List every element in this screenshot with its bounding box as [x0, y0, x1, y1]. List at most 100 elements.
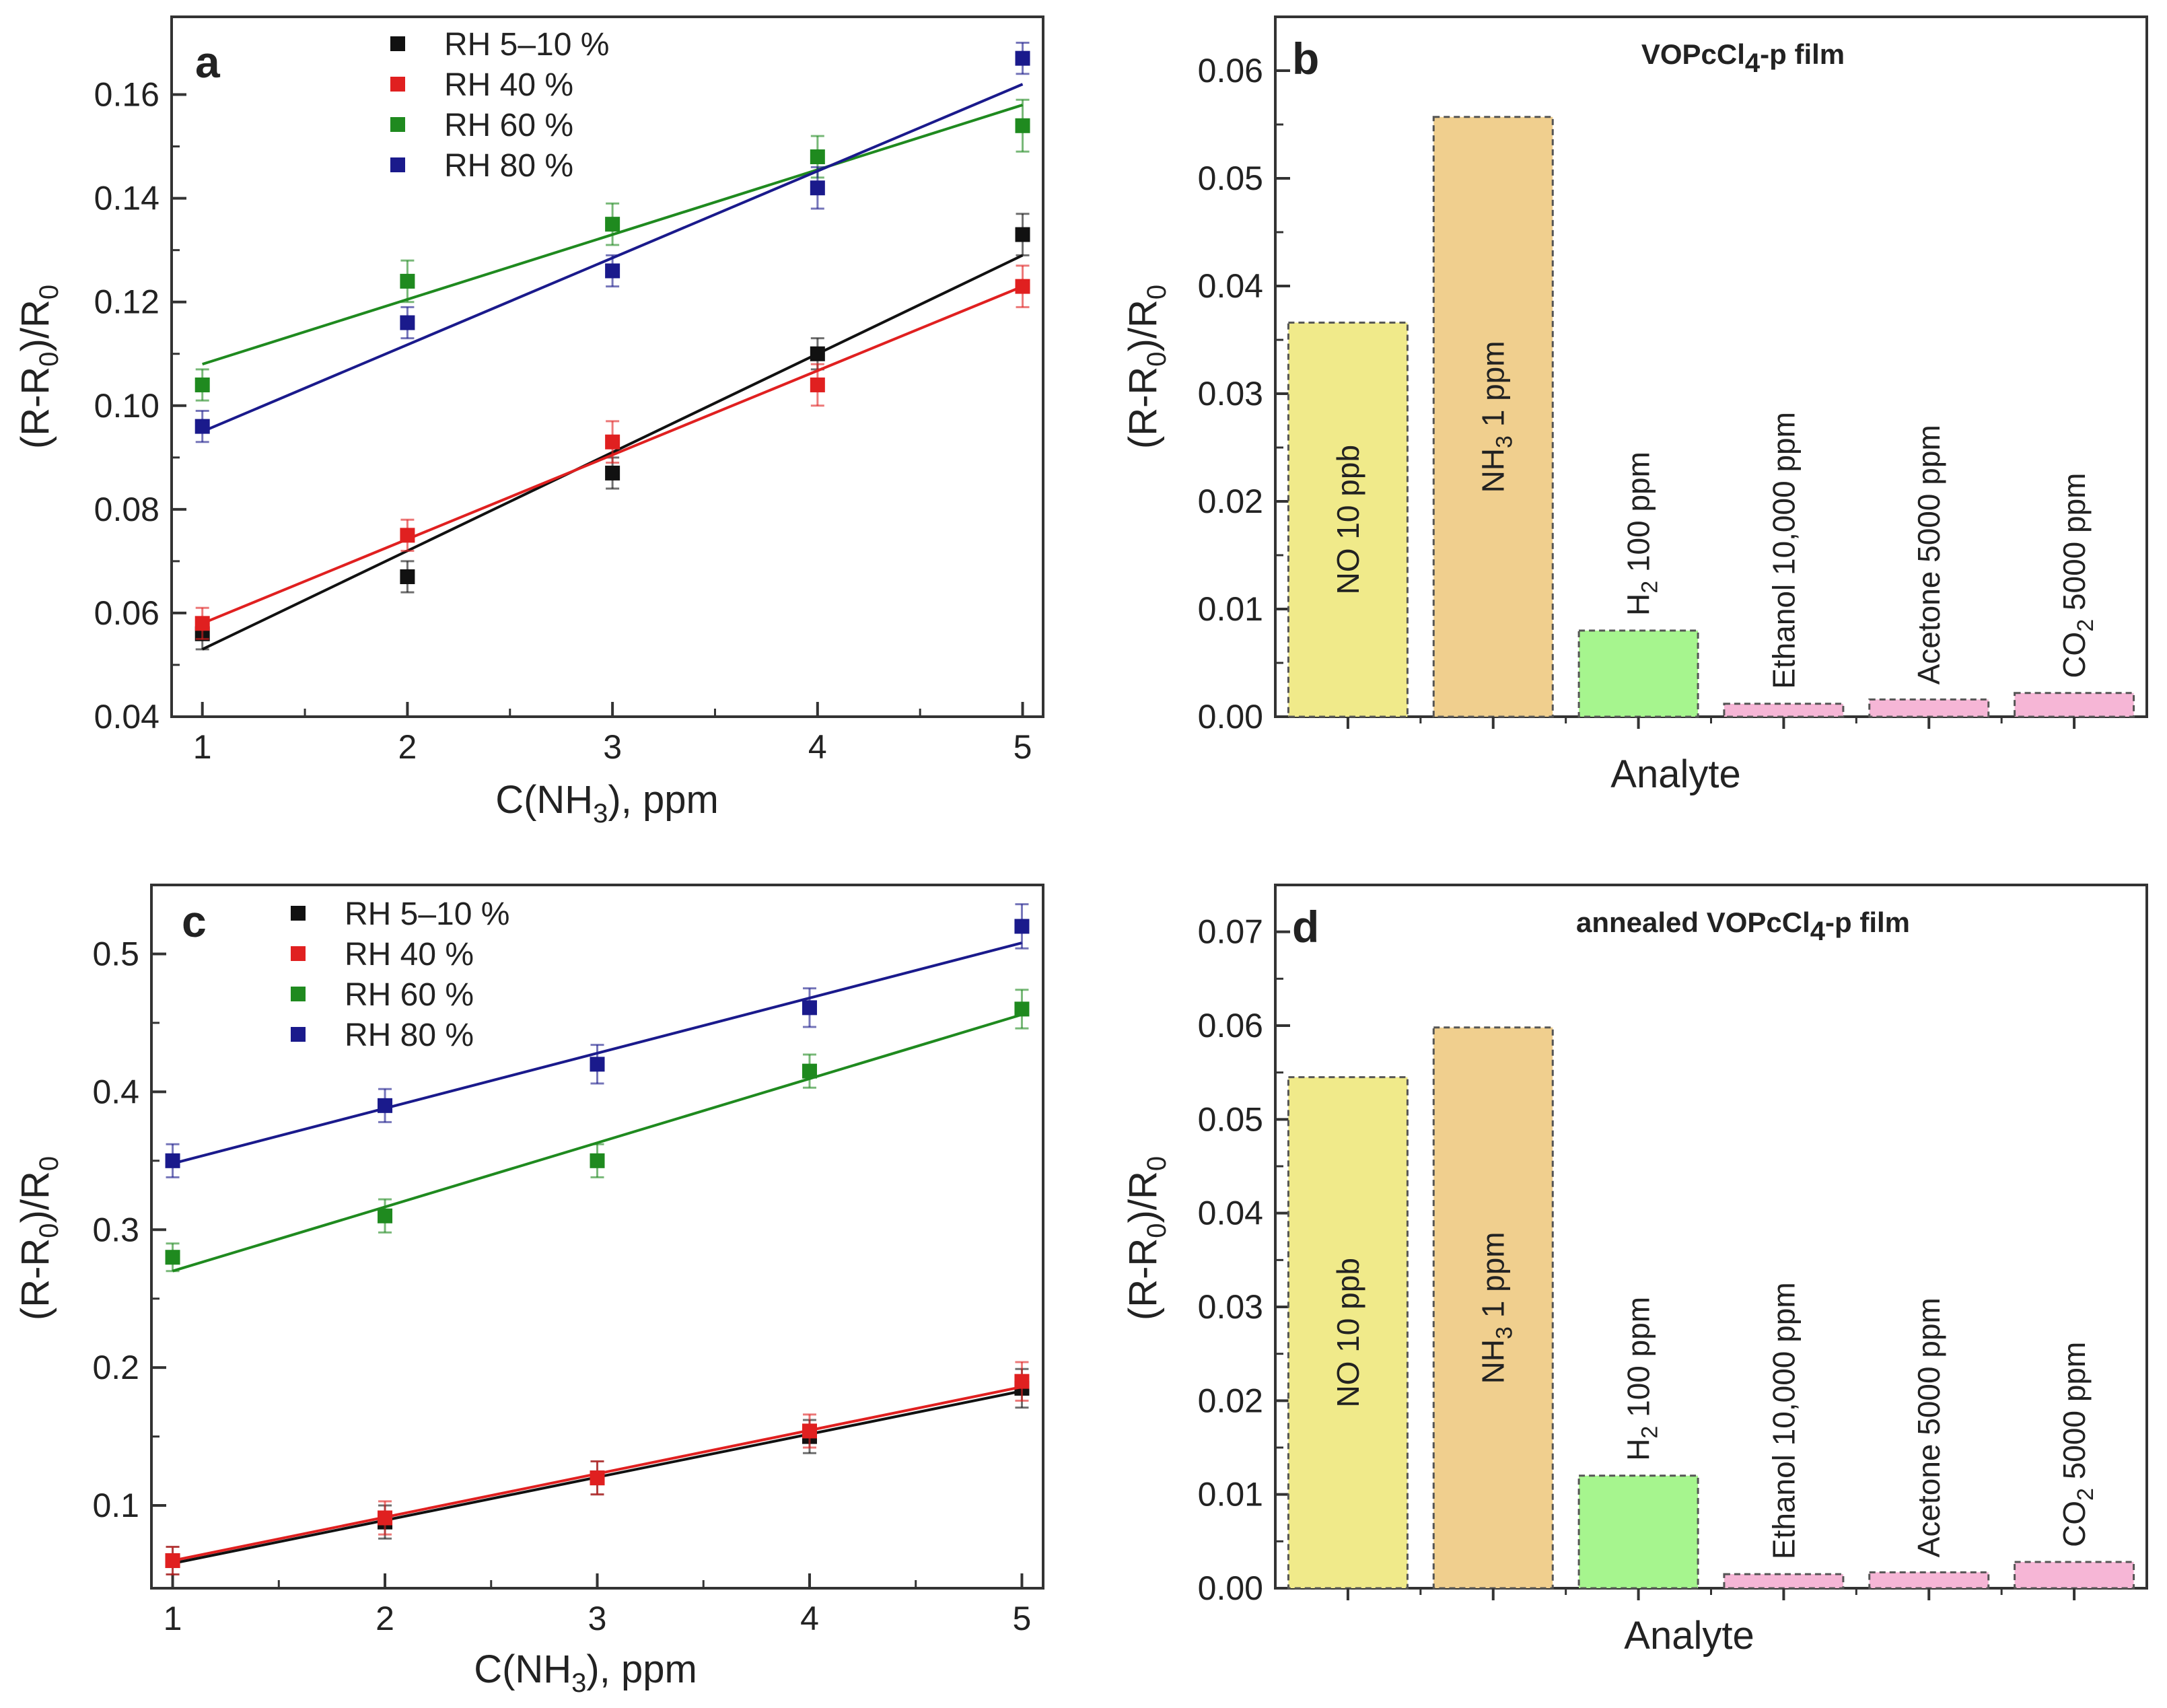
panel-label-a: a — [195, 37, 221, 87]
y-tick-label-c-2: 0.3 — [92, 1211, 139, 1248]
legend-label-a-rh-60: RH 60 % — [444, 108, 573, 143]
y-ticks-a: 0.04 0.06 0.08 0.10 0.12 0.14 0.16 — [94, 76, 186, 736]
panel-d: 0.00 0.01 0.02 0.03 0.04 0.05 0.06 0.07 NO 10 p… — [1121, 884, 2148, 1658]
legend-marker-a-rh-40 — [390, 77, 405, 92]
data-point-a-rh-80-0 — [194, 419, 210, 434]
y-tick-label-b-5: 0.05 — [1198, 159, 1263, 197]
y-tick-label-d-7: 0.07 — [1198, 913, 1263, 951]
y-tick-label-d-3: 0.03 — [1198, 1288, 1263, 1326]
legend-marker-c-rh-60 — [291, 987, 306, 1001]
y-ticks-b: 0.00 0.01 0.02 0.03 0.04 0.05 0.06 — [1198, 52, 1290, 736]
data-point-c-rh-60-2 — [590, 1153, 605, 1168]
x-ticks-c: 1 2 3 4 5 — [164, 1573, 1031, 1637]
bar-label-b-co2-5000-ppm: CO2 5000 ppm — [2057, 472, 2098, 678]
data-point-a-rh-40-3 — [810, 377, 825, 392]
legend-marker-c-rh-80 — [291, 1027, 306, 1042]
data-point-c-rh-40-1 — [378, 1510, 393, 1526]
data-point-a-rh-40-0 — [194, 616, 210, 631]
bar-label-d-co2-5000-ppm: CO2 5000 ppm — [2057, 1342, 2098, 1547]
x-tick-label-a-4: 5 — [1014, 728, 1032, 766]
y-axis-label-b: (R-R0)/R0 — [1121, 285, 1172, 449]
fit-line-c-rh-60 — [172, 1013, 1023, 1273]
y-tick-label-a-5: 0.14 — [94, 180, 159, 217]
y-tick-label-d-6: 0.06 — [1198, 1007, 1263, 1044]
bar-label-b-ethanol-10-000-ppm: Ethanol 10,000 ppm — [1766, 412, 1801, 689]
x-tick-label-c-2: 3 — [588, 1600, 607, 1637]
data-point-a-rh-40-1 — [400, 528, 415, 543]
x-axis-label-b: Analyte — [1610, 752, 1740, 796]
bar-d-ethanol-10-000-ppm — [1723, 1573, 1845, 1590]
x-tick-label-a-0: 1 — [193, 728, 212, 766]
bar-label-d-ethanol-10-000-ppm: Ethanol 10,000 ppm — [1766, 1282, 1801, 1559]
data-point-c-rh-80-4 — [1014, 919, 1030, 934]
x-ticks-a: 1 2 3 4 5 — [193, 702, 1032, 766]
bar-d-co2-5000-ppm — [2014, 1561, 2135, 1590]
data-point-a-rh-5-10-2 — [605, 465, 620, 481]
data-point-c-rh-80-2 — [590, 1057, 605, 1072]
bar-label-d-h2-100-ppm: H2 100 ppm — [1621, 1297, 1663, 1461]
y-tick-label-b-1: 0.01 — [1198, 590, 1263, 628]
y-tick-label-b-3: 0.03 — [1198, 375, 1263, 413]
data-point-a-rh-5-10-1 — [400, 569, 415, 584]
data-point-a-rh-80-2 — [605, 263, 620, 279]
plot-frame-a — [170, 15, 1044, 718]
legend-marker-c-rh-40 — [291, 946, 306, 961]
y-ticks-d: 0.00 0.01 0.02 0.03 0.04 0.05 0.06 0.07 — [1198, 913, 1290, 1607]
data-point-a-rh-40-2 — [605, 434, 620, 450]
data-point-c-rh-40-0 — [165, 1553, 180, 1569]
y-axis-label-a: (R-R0)/R0 — [13, 285, 64, 449]
x-tick-label-a-3: 4 — [808, 728, 827, 766]
bar-label-d-acetone-5000-ppm: Acetone 5000 ppm — [1911, 1297, 1946, 1557]
data-point-a-rh-80-1 — [400, 315, 415, 330]
data-point-c-rh-60-1 — [378, 1208, 393, 1223]
bar-label-d-nh3-1-ppm: NH3 1 ppm — [1476, 1232, 1518, 1384]
y-ticks-c: 0.1 0.2 0.3 0.4 0.5 — [92, 935, 166, 1524]
legend-label-a-rh-5-10: RH 5–10 % — [444, 27, 609, 63]
data-point-c-rh-60-4 — [1014, 1001, 1030, 1017]
data-point-c-rh-40-2 — [590, 1470, 605, 1486]
y-tick-label-d-2: 0.02 — [1198, 1382, 1263, 1419]
legend-label-c-rh-80: RH 80 % — [345, 1018, 474, 1053]
y-tick-label-a-4: 0.12 — [94, 283, 159, 321]
data-point-a-rh-5-10-4 — [1015, 227, 1030, 242]
data-point-a-rh-60-2 — [605, 217, 620, 232]
bar-label-b-h2-100-ppm: H2 100 ppm — [1621, 452, 1663, 616]
y-tick-label-d-4: 0.04 — [1198, 1195, 1263, 1232]
panel-label-b: b — [1292, 34, 1319, 83]
chart-title-b: VOPcCl4-p film — [1641, 38, 1845, 78]
bar-b-ethanol-10-000-ppm — [1723, 703, 1845, 718]
y-tick-label-d-5: 0.05 — [1198, 1100, 1263, 1138]
y-tick-label-b-2: 0.02 — [1198, 483, 1263, 520]
x-tick-label-a-1: 2 — [398, 728, 417, 766]
legend-marker-a-rh-60 — [390, 117, 405, 132]
x-tick-label-a-2: 3 — [603, 728, 622, 766]
data-point-a-rh-60-4 — [1015, 118, 1030, 133]
data-point-a-rh-80-3 — [810, 180, 825, 196]
legend-label-a-rh-80: RH 80 % — [444, 148, 573, 184]
series-c — [165, 903, 1030, 1576]
data-point-c-rh-40-3 — [802, 1423, 817, 1439]
bar-b-acetone-5000-ppm — [1868, 698, 1990, 718]
data-point-a-rh-5-10-3 — [810, 346, 825, 361]
bar-b-h2-100-ppm — [1577, 629, 1699, 718]
y-tick-label-b-4: 0.04 — [1198, 267, 1263, 305]
legend-label-c-rh-40: RH 40 % — [345, 937, 474, 972]
panel-label-d: d — [1292, 902, 1319, 952]
y-tick-label-c-0: 0.1 — [92, 1487, 139, 1524]
legend-a: RH 5–10 % RH 40 % RH 60 % RH 80 % — [390, 27, 609, 184]
data-point-a-rh-60-3 — [810, 149, 825, 164]
legend-label-a-rh-40: RH 40 % — [444, 67, 573, 103]
legend-marker-c-rh-5-10 — [291, 906, 306, 921]
y-tick-label-c-1: 0.2 — [92, 1349, 139, 1386]
bar-label-b-acetone-5000-ppm: Acetone 5000 ppm — [1911, 425, 1946, 684]
data-point-c-rh-80-0 — [165, 1153, 180, 1168]
y-tick-label-a-1: 0.06 — [94, 594, 159, 632]
bar-b-nh3-1-ppm — [1432, 116, 1554, 718]
panel-b: 0.00 0.01 0.02 0.03 0.04 0.05 0.06 NO 10 ppb NH… — [1121, 15, 2148, 796]
bar-b-no-10-ppb — [1287, 321, 1409, 718]
data-point-c-rh-60-3 — [802, 1063, 817, 1079]
y-tick-label-c-3: 0.4 — [92, 1073, 139, 1110]
x-axis-label-c: C(NH3), ppm — [474, 1647, 697, 1698]
data-point-c-rh-80-1 — [378, 1098, 393, 1113]
